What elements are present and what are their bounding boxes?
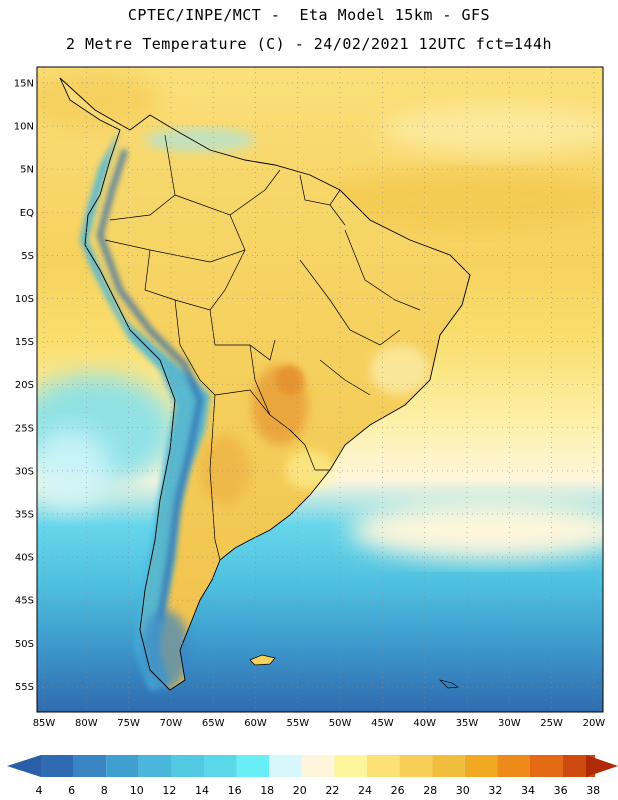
latitude-labels: 15N 10N 5N EQ 5S 10S 15S 20S 25S 30S 35S 40S 45S 50S 5… bbox=[14, 79, 34, 693]
colorbar-tick-label: 12 bbox=[162, 784, 176, 797]
colorbar-high-arrow bbox=[586, 755, 618, 777]
colorbar-tick-label: 20 bbox=[293, 784, 307, 797]
latitude-label: 10N bbox=[14, 122, 34, 133]
coastline bbox=[59, 77, 471, 691]
latitude-label: EQ bbox=[20, 208, 34, 219]
longitude-labels: 85W 80W 75W 70W 65W 60W 55W 50W 45W 40W 35W 30W 25W 2… bbox=[33, 718, 606, 729]
colorbar-tick-label: 26 bbox=[391, 784, 405, 797]
colorbar-swatch bbox=[269, 755, 302, 777]
colorbar-swatch bbox=[41, 755, 74, 777]
colorbar-low-arrow bbox=[7, 755, 41, 777]
longitude-label: 45W bbox=[371, 718, 394, 729]
latitude-label: 30S bbox=[15, 466, 34, 477]
latitude-label: 5N bbox=[20, 165, 34, 176]
colorbar-tick-label: 16 bbox=[228, 784, 242, 797]
colorbar-tick-label: 38 bbox=[586, 784, 600, 797]
longitude-label: 85W bbox=[33, 718, 56, 729]
colorbar-swatch bbox=[367, 755, 400, 777]
colorbar-tick-label: 10 bbox=[130, 784, 144, 797]
longitude-label: 65W bbox=[202, 718, 225, 729]
colorbar-swatch bbox=[497, 755, 530, 777]
colorbar-swatch bbox=[301, 755, 335, 777]
latitude-label: 10S bbox=[15, 294, 34, 305]
colorbar-swatch bbox=[334, 755, 367, 777]
colorbar-tick-label: 6 bbox=[68, 784, 75, 797]
colorbar-swatch bbox=[464, 755, 498, 777]
longitude-label: 55W bbox=[286, 718, 309, 729]
colorbar-tick-label: 28 bbox=[423, 784, 437, 797]
colorbar-tick-label: 32 bbox=[488, 784, 502, 797]
colorbar-tick-label: 34 bbox=[521, 784, 535, 797]
colorbar-swatch bbox=[399, 755, 433, 777]
latitude-label: 50S bbox=[15, 639, 34, 650]
longitude-label: 20W bbox=[583, 718, 606, 729]
south-georgia bbox=[439, 679, 459, 689]
longitude-label: 70W bbox=[160, 718, 183, 729]
colorbar-tick-label: 14 bbox=[195, 784, 209, 797]
colorbar-swatch bbox=[138, 755, 172, 777]
latitude-label: 15S bbox=[15, 337, 34, 348]
colorbar-swatch bbox=[106, 755, 139, 777]
longitude-label: 25W bbox=[540, 718, 563, 729]
latitude-label: 20S bbox=[15, 380, 34, 391]
latitude-label: 25S bbox=[15, 423, 34, 434]
colorbar: 4 6 8 10 12 14 16 18 20 22 24 26 28 30 32 34 36 38 bbox=[7, 755, 618, 797]
colorbar-swatch bbox=[530, 755, 563, 777]
longitude-label: 35W bbox=[456, 718, 479, 729]
colorbar-tick-label: 36 bbox=[554, 784, 568, 797]
colorbar-swatch bbox=[432, 755, 465, 777]
colorbar-tick-label: 18 bbox=[260, 784, 274, 797]
latitude-label: 15N bbox=[14, 79, 34, 90]
longitude-label: 40W bbox=[413, 718, 436, 729]
colorbar-tick-label: 8 bbox=[101, 784, 108, 797]
map-title-line-2: 2 Metre Temperature (C) - 24/02/2021 12U… bbox=[65, 35, 553, 53]
latitude-label: 35S bbox=[15, 510, 34, 521]
latitude-label: 55S bbox=[15, 682, 34, 693]
colorbar-tick-label: 24 bbox=[358, 784, 372, 797]
map-field bbox=[37, 67, 603, 712]
latitude-label: 40S bbox=[15, 553, 34, 564]
colorbar-tick-label: 4 bbox=[36, 784, 43, 797]
colorbar-tick-label: 30 bbox=[456, 784, 470, 797]
map-title-line-1: CPTEC/INPE/MCT - Eta Model 15km - GFS bbox=[127, 6, 491, 24]
colorbar-tick-label: 22 bbox=[325, 784, 339, 797]
colorbar-swatch bbox=[73, 755, 107, 777]
colorbar-swatch bbox=[236, 755, 270, 777]
map-frame bbox=[36, 66, 604, 713]
longitude-label: 60W bbox=[244, 718, 267, 729]
longitude-label: 75W bbox=[117, 718, 140, 729]
longitude-label: 50W bbox=[329, 718, 352, 729]
colorbar-swatch bbox=[204, 755, 237, 777]
colorbar-swatch bbox=[171, 755, 204, 777]
falkland-islands bbox=[249, 654, 276, 666]
longitude-label: 80W bbox=[75, 718, 98, 729]
longitude-label: 30W bbox=[498, 718, 521, 729]
latitude-label: 45S bbox=[15, 596, 34, 607]
latitude-label: 5S bbox=[21, 251, 34, 262]
temperature-map: 15N 10N 5N EQ 5S 10S 15S 20S 25S 30S 35S 40S 45S 50S 5… bbox=[14, 66, 606, 729]
